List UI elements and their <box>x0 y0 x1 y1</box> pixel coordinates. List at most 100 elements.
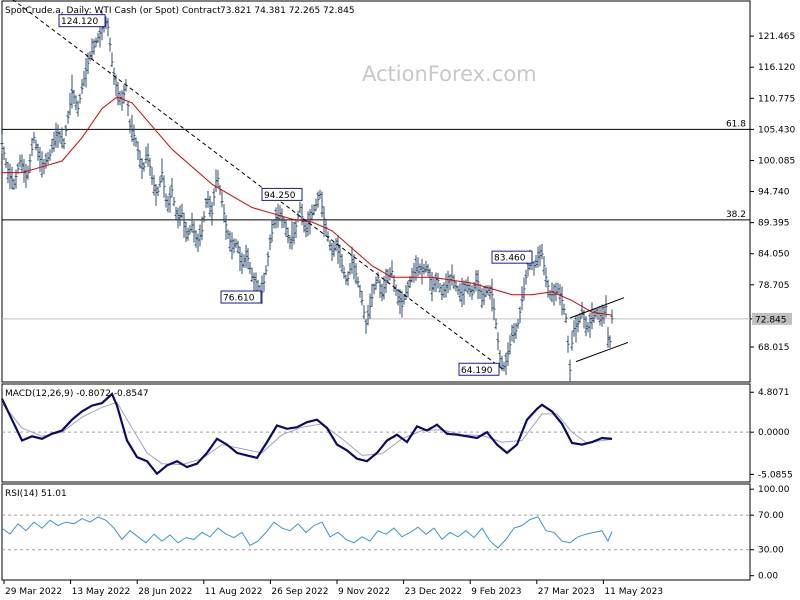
price-bar <box>164 193 168 208</box>
price-bar <box>196 233 200 252</box>
price-bar <box>58 130 62 143</box>
price-bar <box>222 204 226 223</box>
current-price-tag-label: 72.845 <box>755 315 787 325</box>
macd-signal-line <box>1 401 613 466</box>
price-bar <box>486 285 490 296</box>
price-bar <box>264 265 268 276</box>
price-bar <box>394 284 398 296</box>
price-bar <box>520 286 524 311</box>
price-bar <box>94 37 98 48</box>
annotation-label: 76.610 <box>223 294 255 304</box>
price-bar <box>306 211 310 237</box>
price-bar <box>312 204 316 216</box>
price-bar <box>348 263 352 276</box>
price-bar <box>588 312 592 338</box>
price-bar <box>236 240 240 254</box>
price-bar <box>286 227 290 244</box>
price-bar <box>54 122 58 148</box>
price-bar <box>170 177 174 198</box>
rsi-y-tick-label: 30.00 <box>758 546 784 556</box>
price-bar <box>318 189 322 200</box>
price-bar <box>92 39 96 55</box>
trendline-1 <box>569 297 625 319</box>
price-bar <box>146 143 150 167</box>
price-y-tick-label: 100.085 <box>758 156 795 166</box>
price-bar <box>200 216 204 241</box>
price-bar <box>174 206 178 220</box>
macd-y-tick-label: 0.0000 <box>758 428 790 438</box>
price-bar <box>564 312 568 324</box>
price-bar <box>556 282 560 296</box>
x-tick-label: 23 Dec 2022 <box>405 587 463 597</box>
price-bar <box>456 285 460 295</box>
price-annotation-3: 83.460 <box>491 250 533 264</box>
price-bar <box>550 282 554 303</box>
price-bar <box>376 271 380 283</box>
price-bar <box>272 219 276 229</box>
price-bar <box>400 290 404 318</box>
price-bar <box>216 169 220 187</box>
price-bar <box>148 157 152 176</box>
price-bar <box>332 242 336 257</box>
price-bar <box>62 137 66 150</box>
price-bar <box>542 256 546 276</box>
price-bar <box>560 286 564 316</box>
price-bar <box>426 264 430 277</box>
price-bar <box>206 190 210 208</box>
price-bar <box>436 272 440 289</box>
annotation-box <box>220 290 262 304</box>
price-y-tick-label: 94.740 <box>758 188 790 198</box>
price-bar <box>186 227 190 241</box>
price-bar <box>190 212 194 233</box>
price-bar <box>458 283 462 302</box>
price-bar <box>360 291 364 306</box>
rsi-y-tick-label: 100.00 <box>758 485 790 495</box>
price-bar <box>52 131 56 152</box>
price-bar <box>12 178 16 191</box>
price-bar <box>284 220 288 237</box>
price-annotation-0: 124.120 <box>58 14 106 28</box>
price-bar <box>420 258 424 285</box>
price-bar <box>50 138 54 154</box>
price-bar <box>446 270 450 294</box>
price-panel-frame <box>1 0 751 383</box>
price-bar <box>282 217 286 228</box>
price-bar <box>328 239 332 251</box>
price-bar <box>8 163 12 190</box>
price-annotation-4: 64.190 <box>458 362 500 376</box>
annotation-box <box>458 362 500 376</box>
price-bar <box>262 272 266 292</box>
price-bar <box>166 195 170 213</box>
ohlc-values: 73.821 74.381 72.265 72.845 <box>220 6 355 16</box>
price-bar <box>182 212 186 238</box>
price-bar <box>498 349 502 368</box>
price-bar <box>48 149 52 161</box>
price-bar <box>462 280 466 305</box>
price-bar <box>546 279 550 298</box>
price-bar <box>502 361 506 372</box>
price-bar <box>424 260 428 273</box>
annotation-label: 83.460 <box>494 254 526 264</box>
price-bar <box>396 288 400 306</box>
price-bar <box>370 283 374 307</box>
price-bar <box>516 318 520 329</box>
rsi-line <box>1 516 613 549</box>
price-bar <box>240 252 244 275</box>
price-annotation-1: 94.250 <box>261 187 303 201</box>
price-bar <box>224 215 228 240</box>
price-bar <box>132 124 136 147</box>
price-bar <box>342 266 346 279</box>
price-bar <box>406 280 410 298</box>
price-bar <box>410 267 414 283</box>
price-bar <box>294 219 298 238</box>
price-bar <box>488 285 492 300</box>
price-bar <box>378 279 382 298</box>
price-bar <box>40 151 44 178</box>
price-bar <box>364 319 368 334</box>
price-bar <box>466 276 470 295</box>
price-bar <box>138 150 142 169</box>
price-bar <box>106 17 110 37</box>
price-bar <box>390 260 394 278</box>
price-bar <box>336 235 340 265</box>
trendline-0 <box>12 0 504 370</box>
